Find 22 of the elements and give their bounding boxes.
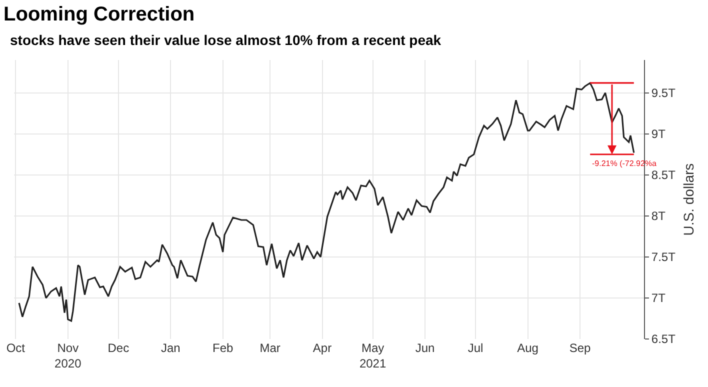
- x-tick-label: Jun: [415, 341, 435, 355]
- x-tick-label: Feb: [212, 341, 234, 355]
- chart-title: Looming Correction: [4, 4, 195, 26]
- x-tick-label: Dec: [108, 341, 130, 355]
- x-tick-label: Mar: [260, 341, 280, 355]
- y-tick-label: 9T: [651, 127, 666, 142]
- x-tick-label: Aug: [517, 341, 538, 355]
- y-tick-label: 7.5T: [651, 250, 676, 264]
- y-tick-label: 8T: [651, 209, 666, 224]
- x-tick-label: Jan: [160, 341, 180, 355]
- y-tick-label: 7T: [651, 291, 666, 306]
- x-tick-label: May 2021: [359, 341, 386, 371]
- x-tick-label: Nov 2020: [54, 341, 82, 371]
- x-tick-label: Oct: [6, 341, 26, 355]
- chart-subtitle: stocks have seen their value lose almost 10% from a recent peak: [10, 32, 442, 48]
- y-tick-label: 6.5T: [651, 332, 676, 346]
- x-tick-label: Jul: [468, 341, 484, 355]
- y-tick-label: 9.5T: [651, 86, 676, 100]
- y-tick-label: 8.5T: [651, 168, 676, 182]
- x-tick-label: Apr: [312, 341, 332, 355]
- x-tick-label: Sep: [569, 341, 591, 355]
- y-axis-title: U.S. dollars: [680, 163, 696, 236]
